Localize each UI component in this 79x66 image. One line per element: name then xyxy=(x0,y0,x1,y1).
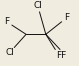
Text: Cl: Cl xyxy=(33,1,42,10)
Text: Cl: Cl xyxy=(5,48,14,57)
Text: FF: FF xyxy=(56,51,67,60)
Text: F: F xyxy=(64,13,69,22)
Text: F: F xyxy=(5,17,10,26)
